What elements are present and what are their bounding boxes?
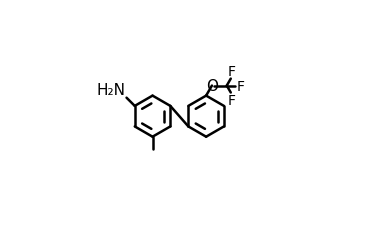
Text: O: O — [206, 78, 218, 93]
Text: F: F — [237, 79, 245, 93]
Text: F: F — [228, 94, 236, 108]
Text: F: F — [228, 64, 236, 78]
Text: H₂N: H₂N — [97, 82, 126, 97]
